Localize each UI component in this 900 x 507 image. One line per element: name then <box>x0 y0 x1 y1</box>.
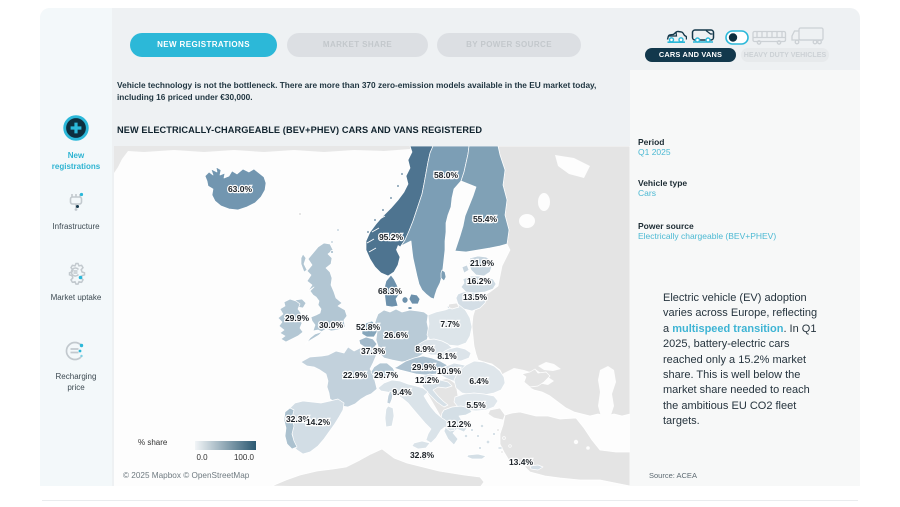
svg-text:30.0%: 30.0% <box>319 320 344 330</box>
svg-text:7.7%: 7.7% <box>440 319 460 329</box>
svg-text:37.3%: 37.3% <box>361 346 386 356</box>
svg-text:29.9%: 29.9% <box>412 362 437 372</box>
svg-text:21.9%: 21.9% <box>470 258 495 268</box>
svg-text:0.0: 0.0 <box>196 453 208 462</box>
svg-text:63.0%: 63.0% <box>228 184 253 194</box>
svg-text:9.4%: 9.4% <box>392 387 412 397</box>
svg-text:12.2%: 12.2% <box>447 419 472 429</box>
svg-text:26.6%: 26.6% <box>384 330 409 340</box>
svg-text:29.9%: 29.9% <box>285 313 310 323</box>
svg-text:% share: % share <box>138 438 168 447</box>
svg-text:58.0%: 58.0% <box>434 170 459 180</box>
svg-text:100.0: 100.0 <box>234 453 255 462</box>
svg-text:6.4%: 6.4% <box>469 376 489 386</box>
svg-text:95.2%: 95.2% <box>379 232 404 242</box>
svg-text:16.2%: 16.2% <box>467 276 492 286</box>
svg-text:8.1%: 8.1% <box>437 351 457 361</box>
svg-text:12.2%: 12.2% <box>415 375 440 385</box>
svg-text:22.9%: 22.9% <box>343 370 368 380</box>
svg-text:52.8%: 52.8% <box>356 322 381 332</box>
svg-text:68.3%: 68.3% <box>378 286 403 296</box>
svg-text:13.4%: 13.4% <box>509 457 534 467</box>
svg-text:32.8%: 32.8% <box>410 450 435 460</box>
svg-text:8.9%: 8.9% <box>415 344 435 354</box>
svg-text:13.5%: 13.5% <box>463 292 488 302</box>
svg-text:32.3%: 32.3% <box>286 414 311 424</box>
svg-text:55.4%: 55.4% <box>473 214 498 224</box>
svg-text:29.7%: 29.7% <box>374 370 399 380</box>
svg-text:10.9%: 10.9% <box>437 366 462 376</box>
svg-text:5.5%: 5.5% <box>466 400 486 410</box>
svg-text:© 2025 Mapbox © OpenStreetMap: © 2025 Mapbox © OpenStreetMap <box>123 471 250 480</box>
svg-text:14.2%: 14.2% <box>306 417 331 427</box>
